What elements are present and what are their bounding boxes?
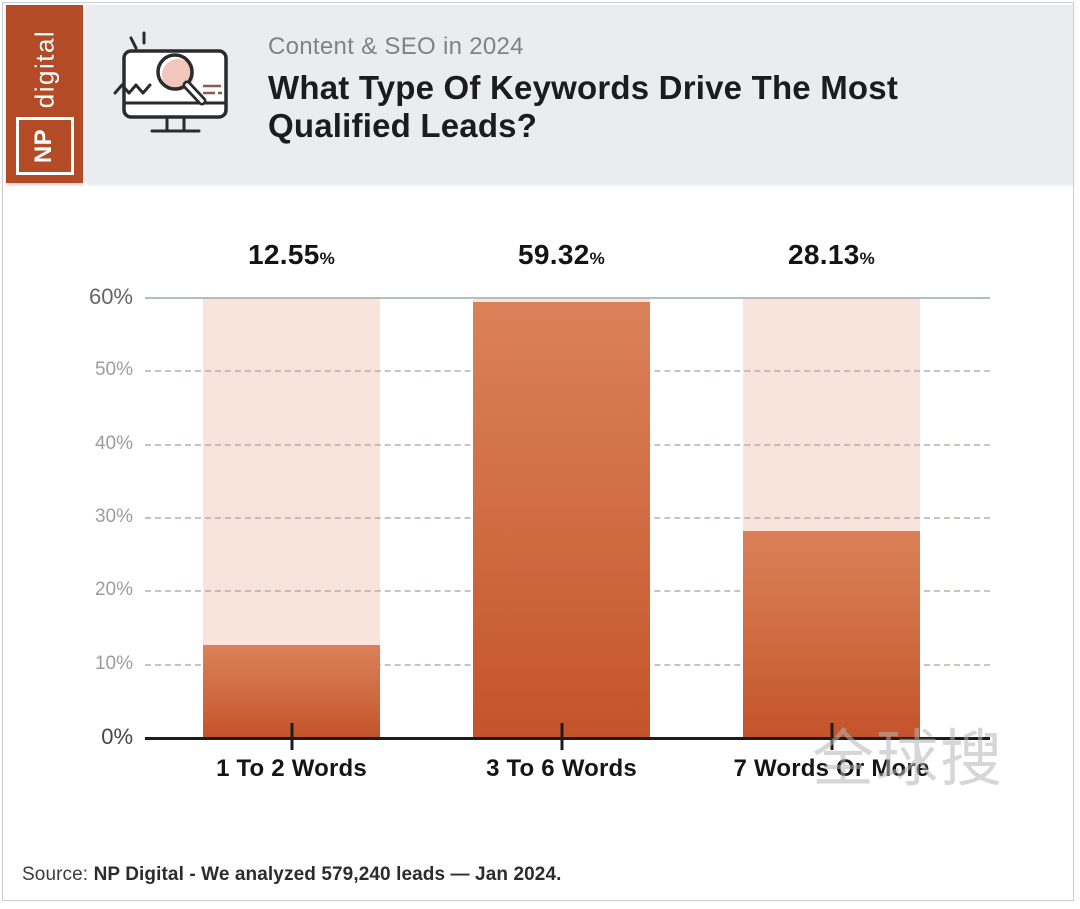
bar-value-label: 12.55% (248, 239, 335, 271)
np-digital-logo: digital NP (6, 5, 83, 183)
y-axis-tick-label: 20% (94, 579, 133, 601)
bar-background-track (473, 297, 650, 302)
gridline (145, 297, 990, 299)
y-axis-tick-label: 60% (88, 284, 133, 309)
source-line: Source: NP Digital - We analyzed 579,240… (22, 864, 562, 886)
title-line-2: Qualified Leads? (268, 106, 538, 144)
bar-chart-plot-area: 60% 50% 40% 30% 20% 10% 0% 12.55% 1 To 2 Words 59… (89, 239, 990, 782)
bar-value-label: 59.32% (518, 239, 605, 271)
logo-np-box: NP (15, 117, 74, 175)
x-axis-category-label: 1 To 2 Words (216, 755, 367, 782)
bar-background-track (203, 297, 380, 645)
bar-value-number: 12.55 (248, 239, 320, 270)
bar-value-label: 28.13% (788, 239, 875, 271)
x-axis-category-label: 3 To 6 Words (486, 755, 637, 782)
y-axis-tick-label: 40% (94, 432, 133, 454)
y-axis-tick-label: 50% (94, 359, 133, 381)
y-axis-tick-label: 30% (94, 506, 133, 527)
header-text-block: Content & SEO in 2024 What Type Of Keywo… (268, 33, 1028, 144)
bar-value-number: 59.32 (518, 239, 590, 270)
x-axis-tick-mark (830, 723, 833, 750)
source-text: NP Digital - We analyzed 579,240 leads —… (93, 864, 562, 885)
watermark-text: 全球搜 (812, 725, 1005, 794)
logo-digital-text: digital (29, 29, 59, 109)
x-axis-tick-mark (290, 723, 293, 750)
monitor-search-icon (113, 31, 228, 133)
source-prefix: Source: (22, 864, 89, 885)
title-line-1: What Type Of Keywords Drive The Most (268, 69, 899, 106)
bar (473, 301, 650, 737)
page-title: What Type Of Keywords Drive The Most Qua… (268, 69, 1028, 144)
kicker-text: Content & SEO in 2024 (268, 33, 524, 60)
logo-np-text: NP (30, 128, 58, 164)
bar-value-number: 28.13 (788, 239, 860, 270)
x-axis-line (145, 737, 990, 740)
y-axis-tick-label: 10% (94, 652, 133, 674)
bar (743, 530, 920, 737)
x-axis-category-label: 7 Words Or More (733, 755, 930, 782)
y-axis-tick-label: 0% (101, 724, 133, 749)
percent-sign: % (859, 249, 875, 268)
bar (203, 644, 380, 737)
percent-sign: % (319, 249, 335, 268)
header-band: Content & SEO in 2024 What Type Of Keywo… (86, 5, 1074, 183)
bar-background-track (743, 297, 920, 531)
percent-sign: % (589, 249, 605, 268)
x-axis-tick-mark (560, 723, 563, 750)
